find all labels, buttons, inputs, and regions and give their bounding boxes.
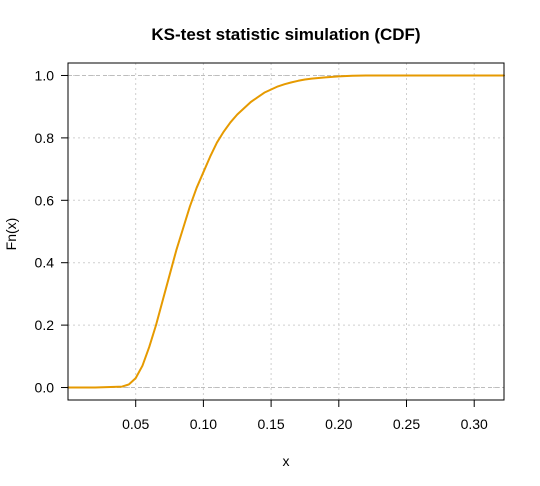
x-axis-ticks: 0.05 0.10 0.15 0.20 0.25 0.30: [122, 400, 488, 432]
y-tick-label-3: 0.6: [35, 192, 55, 208]
y-tick-label-5: 1.0: [35, 67, 55, 83]
y-tick-label-1: 0.2: [35, 317, 55, 333]
x-axis-label: x: [283, 453, 290, 469]
x-tick-label-1: 0.10: [190, 416, 217, 432]
reference-lines: [68, 74, 504, 389]
x-tick-label-0: 0.05: [122, 416, 149, 432]
y-axis-label: Fn(x): [3, 218, 19, 251]
plot-frame: [67, 62, 505, 401]
grid: [68, 63, 504, 400]
y-axis-ticks: 0.0 0.2 0.4 0.6 0.8 1.0: [35, 67, 68, 396]
x-tick-label-2: 0.15: [257, 416, 284, 432]
x-tick-label-3: 0.20: [325, 416, 352, 432]
chart-title: KS-test statistic simulation (CDF): [151, 25, 420, 44]
y-tick-label-4: 0.8: [35, 130, 55, 146]
x-tick-label-5: 0.30: [461, 416, 488, 432]
y-tick-label-0: 0.0: [35, 380, 55, 396]
x-tick-label-4: 0.25: [393, 416, 420, 432]
cdf-series-line-0: [67, 74, 505, 389]
y-tick-label-2: 0.4: [35, 255, 55, 271]
series-layer: [67, 74, 505, 389]
